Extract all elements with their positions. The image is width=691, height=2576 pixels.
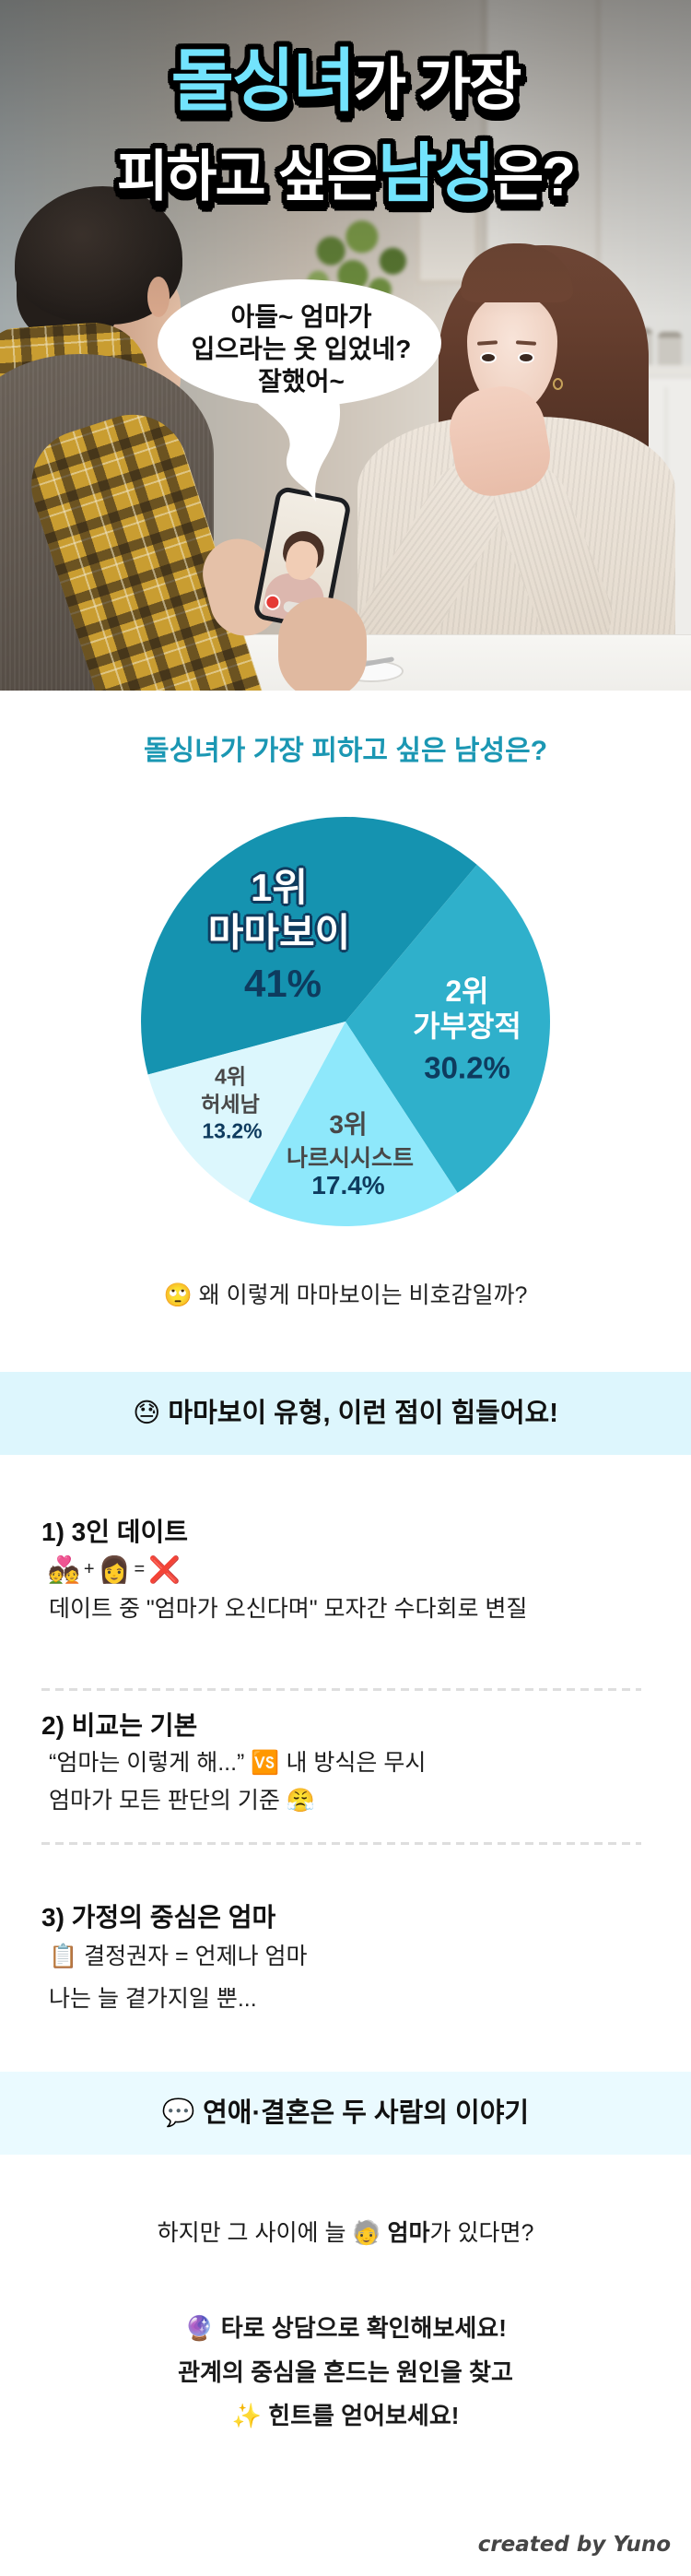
speech-bubble-text: 아들~ 엄마가 입으라는 옷 입었네? 잘했어~ bbox=[163, 301, 439, 397]
pie-slice-mamaboy bbox=[141, 816, 477, 1075]
closing-line-3: 관계의 중심을 흔드는 원인을 찾고 bbox=[178, 2358, 513, 2386]
slice-rank: 2위 bbox=[445, 975, 489, 1008]
line-text: 엄마가 모든 판단의 기준 bbox=[49, 1788, 280, 1814]
closing-text: 가 있다면? bbox=[429, 2220, 534, 2246]
crystal-ball-emoji-icon: 🔮 bbox=[184, 2314, 215, 2342]
speech-line: 아들~ 엄마가 bbox=[230, 302, 372, 331]
type-item-title: 2) 비교는 기본 bbox=[41, 1711, 198, 1740]
slice-rank: 4위 bbox=[215, 1064, 246, 1089]
closing-line-2: 🔮 타로 상담으로 확인해보세요! bbox=[0, 2310, 691, 2346]
section-header-text: 마마보이 유형, 이런 점이 힘들어요! bbox=[168, 1399, 558, 1428]
hero-title-line-2: 피하고 싶은 남성은? bbox=[0, 134, 691, 231]
type-item-line: “엄마는 이렇게 해...” 🆚 내 방식은 무시 bbox=[49, 1746, 426, 1779]
equals-sign: = bbox=[134, 1559, 146, 1579]
slice-percent: 30.2% bbox=[424, 1050, 510, 1085]
hero-title-highlight: 남성 bbox=[378, 137, 495, 209]
section-header-closing: 💬 연애·결혼은 두 사람의 이야기 bbox=[0, 2072, 691, 2155]
speech-bubble bbox=[158, 279, 441, 502]
pie-slice-narcissist bbox=[248, 1022, 458, 1226]
speech-line: 잘했어~ bbox=[258, 367, 345, 396]
hero-title-text: 피하고 싶은 bbox=[117, 146, 378, 207]
cross-mark-icon: ❌ bbox=[148, 1555, 181, 1584]
tarot-consult-text: 타로 상담 bbox=[220, 2314, 316, 2342]
sweat-emoji-icon: 😓 bbox=[133, 1399, 161, 1428]
line-text: 내 방식은 무시 bbox=[286, 1750, 427, 1776]
closing-text: 하지만 그 사이에 늘 bbox=[157, 2220, 346, 2246]
hero-photo: 아들~ 엄마가 입으라는 옷 입었네? 잘했어~ 돌싱녀가 가장 피하고 싶은 … bbox=[0, 0, 691, 691]
eye-roll-emoji-icon: 🙄 bbox=[163, 1282, 193, 1308]
section-header-mamaboy-types: 😓 마마보이 유형, 이런 점이 힘들어요! bbox=[0, 1372, 691, 1455]
dashed-divider bbox=[41, 1842, 641, 1845]
slice-name: 나르시시스트 bbox=[286, 1145, 415, 1172]
type-item-line: 엄마가 모든 판단의 기준 😤 bbox=[49, 1784, 315, 1817]
hero-title-highlight: 돌싱녀 bbox=[170, 42, 356, 119]
closing-text: 으로 확인해보세요! bbox=[315, 2314, 507, 2342]
slice-percent: 17.4% bbox=[311, 1171, 385, 1199]
huffing-face-emoji-icon: 😤 bbox=[286, 1788, 315, 1814]
slice-name: 허세남 bbox=[201, 1092, 260, 1117]
sparkles-emoji-icon: ✨ bbox=[231, 2402, 262, 2429]
pie-chart bbox=[141, 816, 551, 1226]
speech-balloon-emoji-icon: 💬 bbox=[161, 2098, 196, 2128]
slice-name: 마마보이 bbox=[207, 911, 351, 954]
type-item-title: 1) 3인 데이트 bbox=[41, 1518, 189, 1546]
section-header-text: 연애·결혼은 두 사람의 이야기 bbox=[203, 2098, 530, 2128]
quote-text: “엄마는 이렇게 해...” bbox=[49, 1750, 245, 1776]
closing-bold-text: 엄마 bbox=[387, 2220, 430, 2246]
closing-line-4: ✨ 힌트를 얻어보세요! bbox=[0, 2397, 691, 2434]
plus-sign: + bbox=[83, 1559, 95, 1579]
emoji-equation: 💑 + 👩 = ❌ bbox=[48, 1553, 181, 1587]
slice-name: 가부장적 bbox=[413, 1010, 521, 1043]
type-item-line: 📋 결정권자 = 언제나 엄마 bbox=[49, 1940, 308, 1973]
hero-title-text: 가 가장 bbox=[353, 53, 521, 117]
couple-emoji-icon: 💑 bbox=[48, 1555, 80, 1584]
older-person-emoji-icon: 🧓 bbox=[352, 2220, 381, 2246]
vs-emoji-icon: 🆚 bbox=[251, 1750, 280, 1776]
type-item-description: 데이트 중 "엄마가 오신다며" 모자간 수다회로 변질 bbox=[49, 1596, 528, 1622]
pie-slice-show-off bbox=[147, 1022, 346, 1202]
slice-percent: 13.2% bbox=[202, 1118, 263, 1143]
type-item-line: 나는 늘 곁가지일 뿐... bbox=[49, 1986, 257, 2012]
question-text: 왜 이렇게 마마보이는 비호감일까? bbox=[198, 1282, 528, 1308]
closing-text: 힌트를 얻어보세요! bbox=[268, 2402, 460, 2429]
slice-percent: 41% bbox=[243, 962, 322, 1005]
clipboard-emoji-icon: 📋 bbox=[49, 1944, 78, 1969]
slice-rank: 1위 bbox=[251, 866, 308, 909]
hero-title-text: 은? bbox=[493, 146, 576, 207]
question-line: 🙄 왜 이렇게 마마보이는 비호감일까? bbox=[0, 1277, 691, 1314]
chart-title: 돌싱녀가 가장 피하고 싶은 남성은? bbox=[143, 736, 548, 766]
pie-slice-patriarchal bbox=[346, 864, 551, 1193]
closing-line-1: 하지만 그 사이에 늘 🧓 엄마가 있다면? bbox=[0, 2215, 691, 2251]
hero-title-line-1: 돌싱녀가 가장 bbox=[0, 41, 691, 140]
slice-rank: 3위 bbox=[329, 1110, 368, 1139]
dashed-divider bbox=[41, 1688, 641, 1691]
speech-line: 입으라는 옷 입었네? bbox=[191, 335, 412, 363]
creator-credit: created by Yuno bbox=[477, 2533, 671, 2557]
type-item-title: 3) 가정의 중심은 엄마 bbox=[41, 1903, 276, 1932]
line-text: 결정권자 = 언제나 엄마 bbox=[84, 1944, 308, 1969]
woman-emoji-icon: 👩 bbox=[98, 1555, 131, 1584]
